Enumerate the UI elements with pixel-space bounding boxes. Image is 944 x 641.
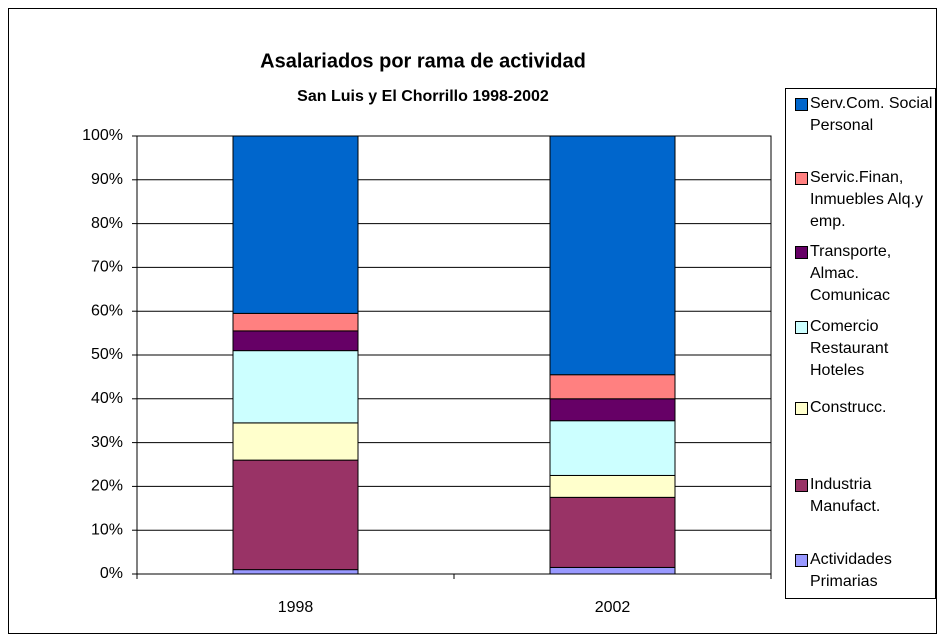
legend-label: Industria Manufact.	[810, 476, 881, 515]
bar-segment	[232, 569, 359, 575]
legend-label: Actividades Primarias	[810, 551, 892, 590]
bar-segment	[549, 474, 676, 498]
bar-segment	[232, 330, 359, 352]
chart-subtitle: San Luis y El Chorrillo 1998-2002	[297, 88, 549, 105]
legend-swatch	[795, 172, 808, 185]
chart-border	[8, 8, 937, 634]
legend-label: Construcc.	[810, 399, 887, 416]
legend-swatch	[795, 554, 808, 567]
legend-label: Transporte, Almac. Comunicac	[810, 243, 892, 304]
x-tick-label: 1998	[278, 599, 314, 616]
bar-segment	[549, 398, 676, 422]
y-tick-label: 20%	[91, 478, 123, 495]
legend-swatch	[795, 479, 808, 492]
legend-swatch	[795, 321, 808, 334]
legend-label: Servic.Finan, Inmuebles Alq.y emp.	[810, 169, 923, 230]
legend-label: Serv.Com. Social Personal	[810, 95, 933, 134]
legend-box	[785, 88, 936, 599]
chart-title: Asalariados por rama de actividad	[260, 50, 586, 72]
y-tick-label: 40%	[91, 390, 123, 407]
y-tick-label: 90%	[91, 171, 123, 188]
y-tick-label: 0%	[100, 565, 123, 582]
bar-segment	[549, 566, 676, 575]
bar-segment	[232, 422, 359, 461]
y-tick-label: 80%	[91, 215, 123, 232]
legend-swatch	[795, 402, 808, 415]
y-tick-label: 100%	[82, 127, 123, 144]
x-tick-label: 2002	[595, 599, 631, 616]
legend-swatch	[795, 246, 808, 259]
bar-segment	[549, 420, 676, 476]
bar-segment	[232, 312, 359, 332]
y-tick-label: 60%	[91, 302, 123, 319]
bar-segment	[549, 496, 676, 568]
y-tick-label: 50%	[91, 346, 123, 363]
y-tick-label: 30%	[91, 434, 123, 451]
bar-segment	[549, 135, 676, 376]
y-tick-label: 70%	[91, 259, 123, 276]
bar-segment	[232, 350, 359, 424]
bar-segment	[549, 374, 676, 400]
legend-label: Comercio Restaurant Hoteles	[810, 318, 889, 379]
bar-segment	[232, 135, 359, 314]
y-tick-label: 10%	[91, 521, 123, 538]
bar-segment	[232, 459, 359, 571]
legend-swatch	[795, 98, 808, 111]
